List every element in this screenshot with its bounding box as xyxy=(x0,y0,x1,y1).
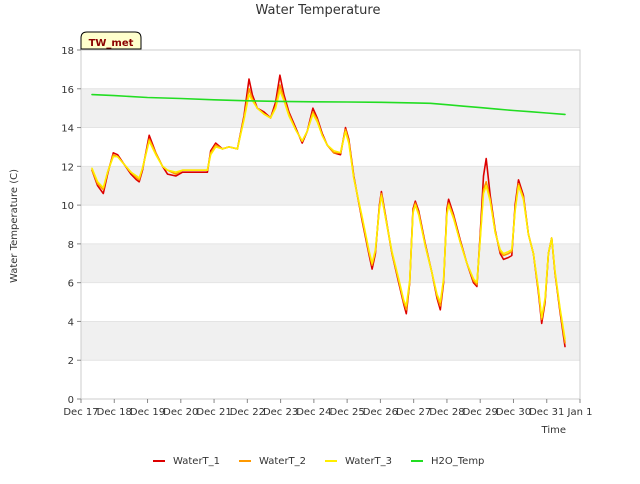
x-tick-label: Dec 24 xyxy=(296,407,331,418)
station-badge-label: TW_met xyxy=(89,38,134,49)
plot-frame xyxy=(80,49,581,400)
x-tick-label: Dec 19 xyxy=(130,407,165,418)
y-tick-label: 4 xyxy=(68,317,74,328)
y-tick-label: 12 xyxy=(61,162,74,173)
x-axis-label: Time xyxy=(541,425,566,436)
y-axis-ticks: 0 2 4 6 8 10 12 14 16 18 xyxy=(61,46,81,406)
x-tick-label: Dec 20 xyxy=(163,407,198,418)
x-tick-label: Jan 1 xyxy=(567,407,593,418)
y-tick-label: 0 xyxy=(68,395,74,406)
y-tick-label: 10 xyxy=(61,201,74,212)
y-tick-label: 14 xyxy=(61,124,74,135)
x-tick-label: Dec 28 xyxy=(429,407,464,418)
station-badge-background xyxy=(80,31,142,50)
legend: WaterT_1 WaterT_2 WaterT_3 H2O_Temp xyxy=(153,456,484,467)
legend-label: WaterT_1 xyxy=(173,456,220,467)
grid-band xyxy=(81,166,580,206)
y-tick-label: 18 xyxy=(61,46,74,57)
series-line-watert-3 xyxy=(91,89,566,340)
series-lines xyxy=(91,74,566,348)
x-tick-label: Dec 31 xyxy=(529,407,564,418)
legend-label: WaterT_3 xyxy=(345,456,392,467)
x-tick-label: Dec 23 xyxy=(263,407,298,418)
plot-border xyxy=(80,49,581,400)
chart-title: Water Temperature xyxy=(256,3,381,18)
x-tick-label: Dec 25 xyxy=(330,407,365,418)
grid-band xyxy=(81,88,580,128)
station-badge: TW_met xyxy=(80,31,142,50)
y-tick-label: 2 xyxy=(68,356,74,367)
y-tick-label: 16 xyxy=(61,85,74,96)
grid-band xyxy=(81,243,580,283)
x-tick-label: Dec 30 xyxy=(496,407,531,418)
legend-label: WaterT_2 xyxy=(259,456,306,467)
series-line-h2o-temp xyxy=(91,93,566,116)
x-tick-label: Dec 27 xyxy=(396,407,431,418)
x-tick-label: Dec 22 xyxy=(230,407,265,418)
x-tick-label: Dec 18 xyxy=(97,407,132,418)
legend-label: H2O_Temp xyxy=(431,456,484,467)
grid-band xyxy=(81,321,580,361)
x-tick-label: Dec 21 xyxy=(196,407,231,418)
y-tick-label: 6 xyxy=(68,279,74,290)
x-tick-label: Dec 29 xyxy=(463,407,498,418)
y-tick-label: 8 xyxy=(68,240,74,251)
x-tick-label: Dec 26 xyxy=(363,407,398,418)
x-tick-label: Dec 17 xyxy=(63,407,98,418)
y-axis-label: Water Temperature (C) xyxy=(9,169,20,283)
